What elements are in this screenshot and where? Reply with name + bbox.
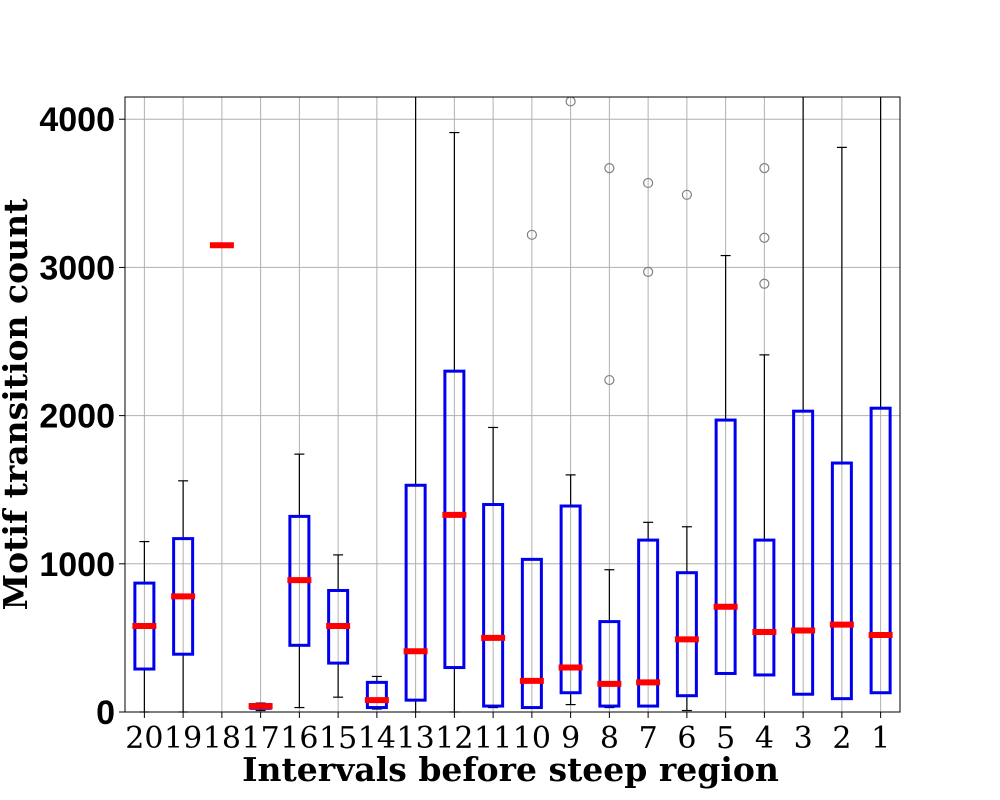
x-tick-label: 14 <box>358 721 396 756</box>
outlier-point <box>526 229 537 240</box>
y-tick-labels: 0 1000 2000 3000 4000 <box>39 101 125 732</box>
x-tick-label: 10 <box>513 721 551 756</box>
iqr-box <box>830 461 853 701</box>
outlier-point <box>759 232 770 243</box>
x-tick-label: 16 <box>280 721 318 756</box>
x-tick-label: 19 <box>164 721 202 756</box>
x-tick-label: 20 <box>125 721 163 756</box>
iqr-box <box>520 557 543 710</box>
box-7 <box>636 177 661 708</box>
box-19 <box>171 480 196 713</box>
outlier-point <box>604 163 615 174</box>
y-tick-label: 4000 <box>39 101 115 139</box>
x-axis-label: Intervals before steep region <box>242 750 779 789</box>
iqr-box <box>443 369 466 670</box>
iqr-box <box>598 620 621 708</box>
plot-frame <box>124 96 901 713</box>
y-tick-label: 1000 <box>39 546 115 584</box>
y-tick-label: 3000 <box>39 249 115 287</box>
x-tick-labels: 20 19 18 17 16 15 14 13 12 11 10 9 8 7 6 5 4 3 2 1 <box>125 712 890 756</box>
box-3 <box>791 97 816 696</box>
x-tick-label: 2 <box>832 721 851 756</box>
iqr-box <box>404 483 427 702</box>
x-tick-label: 5 <box>716 721 735 756</box>
box-20 <box>132 540 157 713</box>
box-11 <box>481 426 506 709</box>
iqr-box <box>637 538 660 708</box>
box-17 <box>248 702 273 712</box>
iqr-box <box>482 503 505 708</box>
x-tick-label: 12 <box>435 721 473 756</box>
outlier-point <box>759 163 770 174</box>
outlier-point <box>681 189 692 200</box>
outlier-point <box>643 266 654 277</box>
box-1 <box>868 97 893 695</box>
x-tick-label: 15 <box>319 721 357 756</box>
x-tick-label: 3 <box>794 721 813 756</box>
outlier-point <box>604 374 615 386</box>
box-10 <box>519 229 544 710</box>
y-tick-label: 0 <box>96 694 115 732</box>
iqr-box <box>869 406 892 695</box>
x-tick-label: 17 <box>242 721 280 756</box>
boxes-layer <box>132 96 893 713</box>
box-4 <box>752 163 777 677</box>
iqr-box <box>714 418 737 675</box>
box-14 <box>364 675 389 710</box>
iqr-box <box>792 409 815 696</box>
x-tick-label: 13 <box>397 721 435 756</box>
box-16 <box>287 453 312 709</box>
box-15 <box>326 554 351 698</box>
box-6 <box>674 189 699 712</box>
x-tick-label: 18 <box>203 721 241 756</box>
y-axis-label: Motif transition count <box>0 198 35 610</box>
iqr-box <box>559 504 582 695</box>
x-tick-label: 1 <box>871 721 890 756</box>
y-tick-label: 2000 <box>39 398 115 436</box>
grid-lines <box>125 97 900 713</box>
x-tick-label: 6 <box>677 721 696 756</box>
iqr-box <box>365 680 388 710</box>
x-tick-label: 7 <box>639 721 658 756</box>
iqr-box <box>675 571 698 698</box>
box-9 <box>558 96 583 706</box>
iqr-box <box>753 538 776 677</box>
outlier-point <box>643 177 654 189</box>
x-tick-label: 8 <box>600 721 619 756</box>
box-8 <box>597 163 622 709</box>
x-tick-label: 11 <box>474 721 512 756</box>
box-2 <box>829 146 854 701</box>
x-tick-label: 4 <box>755 721 774 756</box>
x-tick-label: 9 <box>561 721 580 756</box>
outlier-point <box>759 278 770 289</box>
box-5 <box>713 254 738 675</box>
